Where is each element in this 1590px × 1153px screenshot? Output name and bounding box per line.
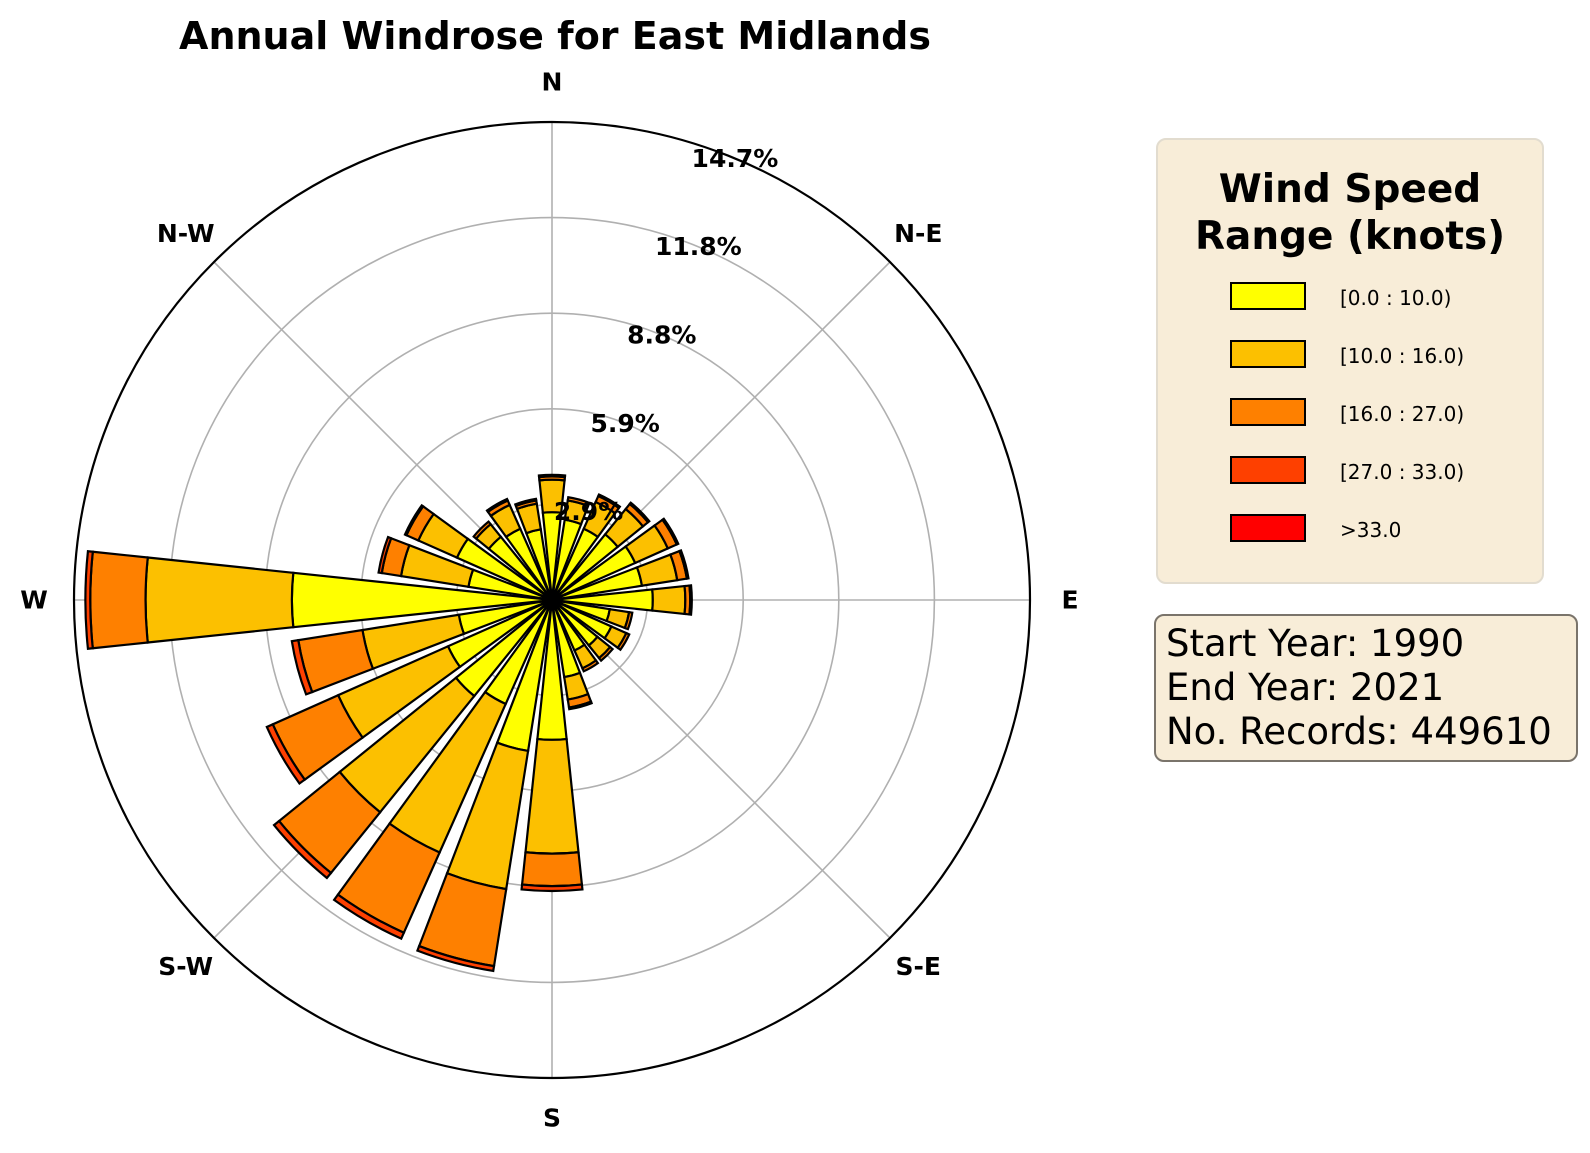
chart-title: Annual Windrose for East Midlands bbox=[179, 14, 931, 58]
radial-tick-label: 8.8% bbox=[627, 321, 696, 350]
direction-label: N-W bbox=[157, 219, 215, 248]
windrose-bar-segment bbox=[520, 883, 584, 893]
windrose-bar-segment bbox=[537, 473, 567, 479]
windrose-bar-segment bbox=[580, 658, 600, 673]
legend-label: [0.0 : 10.0) bbox=[1340, 286, 1452, 310]
windrose-bar-segment bbox=[84, 550, 94, 650]
legend-label: >33.0 bbox=[1340, 518, 1402, 542]
legend-swatch bbox=[1230, 514, 1306, 542]
direction-label: N bbox=[542, 68, 563, 97]
polar-frame bbox=[72, 120, 1032, 1080]
legend-label: [16.0 : 27.0) bbox=[1340, 402, 1465, 426]
windrose-chart: N N-E E S-E S S-W W N-W 2.9% 5.9% 8.8% 11.8% 14.7% bbox=[20, 68, 1078, 1133]
windrose-bar-segment bbox=[623, 610, 634, 631]
windrose-bar-segment bbox=[596, 493, 622, 510]
windrose-bar-segment bbox=[89, 550, 149, 650]
windrose-bar-segment bbox=[520, 851, 584, 888]
windrose-bar-segment bbox=[472, 520, 493, 541]
windrose-bar-segment bbox=[513, 497, 538, 508]
windrose-bar-segment bbox=[524, 737, 580, 855]
windrose-bar-segment bbox=[678, 549, 690, 580]
windrose-bar-segment bbox=[485, 497, 510, 514]
radial-tick-labels: 2.9% 5.9% 8.8% 11.8% 14.7% bbox=[554, 144, 778, 526]
windrose-bar-segment bbox=[616, 631, 631, 652]
direction-labels: N N-E E S-E S S-W W N-W bbox=[20, 68, 1078, 1133]
windrose-bar-segment bbox=[688, 584, 693, 616]
legend-title: Wind Speed Range (knots) bbox=[1194, 167, 1506, 259]
windrose-bar-segment bbox=[144, 556, 295, 644]
windrose-bar-segment bbox=[597, 645, 615, 663]
windrose-bar-segment bbox=[628, 501, 651, 524]
radial-tick-label: 14.7% bbox=[692, 144, 779, 173]
info-box: Start Year: 1990 End Year: 2021 No. Reco… bbox=[1154, 614, 1578, 762]
legend-swatch bbox=[1230, 398, 1306, 426]
legend-swatch bbox=[1230, 340, 1306, 368]
windrose-bar-segment bbox=[651, 584, 687, 616]
record-count-text: No. Records: 449610 bbox=[1166, 710, 1552, 753]
direction-label: N-E bbox=[894, 219, 942, 248]
direction-label: S-W bbox=[158, 952, 213, 981]
direction-label: E bbox=[1061, 586, 1078, 615]
start-year-text: Start Year: 1990 bbox=[1166, 622, 1465, 665]
grid-spoke bbox=[551, 599, 891, 939]
windrose-bar-segment bbox=[332, 893, 406, 941]
windrose-bar-segment bbox=[660, 517, 680, 546]
legend-swatch bbox=[1230, 282, 1306, 310]
windrose-bar-segment bbox=[566, 495, 591, 508]
legend-label: [10.0 : 16.0) bbox=[1340, 344, 1465, 368]
windrose-bar-segment bbox=[403, 503, 425, 537]
windrose-bar-segment bbox=[272, 819, 333, 880]
radial-tick-label: 5.9% bbox=[590, 409, 659, 438]
legend-swatch bbox=[1230, 456, 1306, 484]
windrose-bar-segment bbox=[377, 535, 393, 575]
legend: Wind Speed Range (knots) [0.0 : 10.0) [10… bbox=[1156, 138, 1544, 584]
direction-label: W bbox=[20, 586, 48, 615]
direction-label: S-E bbox=[896, 952, 941, 981]
outer-circle bbox=[72, 120, 1032, 1080]
radial-tick-label: 2.9% bbox=[554, 497, 623, 526]
windrose-bars bbox=[84, 473, 693, 973]
direction-label: S bbox=[543, 1104, 561, 1133]
end-year-text: End Year: 2021 bbox=[1166, 666, 1445, 709]
windrose-bar-segment bbox=[567, 700, 594, 711]
windrose-bar-segment bbox=[415, 944, 496, 973]
legend-label: [27.0 : 33.0) bbox=[1340, 460, 1465, 484]
radial-tick-label: 11.8% bbox=[655, 232, 742, 261]
windrose-bar-segment bbox=[290, 638, 314, 696]
windrose-bar-segment bbox=[265, 722, 307, 786]
